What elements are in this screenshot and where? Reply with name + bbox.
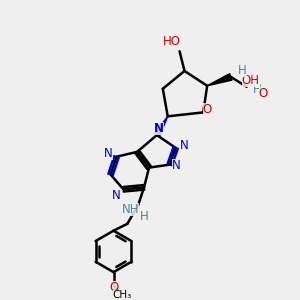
Text: OH: OH: [242, 74, 260, 87]
Text: H: H: [253, 83, 262, 96]
Text: N: N: [180, 140, 189, 152]
Text: N: N: [154, 122, 164, 135]
Text: N: N: [104, 147, 113, 160]
Text: O: O: [259, 87, 268, 100]
Text: CH₃: CH₃: [113, 290, 132, 300]
Text: N: N: [172, 159, 181, 172]
Polygon shape: [154, 116, 168, 136]
Text: HO: HO: [163, 35, 181, 48]
Text: O: O: [202, 103, 212, 116]
Text: O: O: [109, 281, 118, 294]
Text: N: N: [112, 189, 121, 202]
Polygon shape: [207, 74, 232, 86]
Text: H: H: [238, 64, 247, 77]
Text: H: H: [140, 210, 148, 224]
Text: NH: NH: [122, 203, 139, 217]
